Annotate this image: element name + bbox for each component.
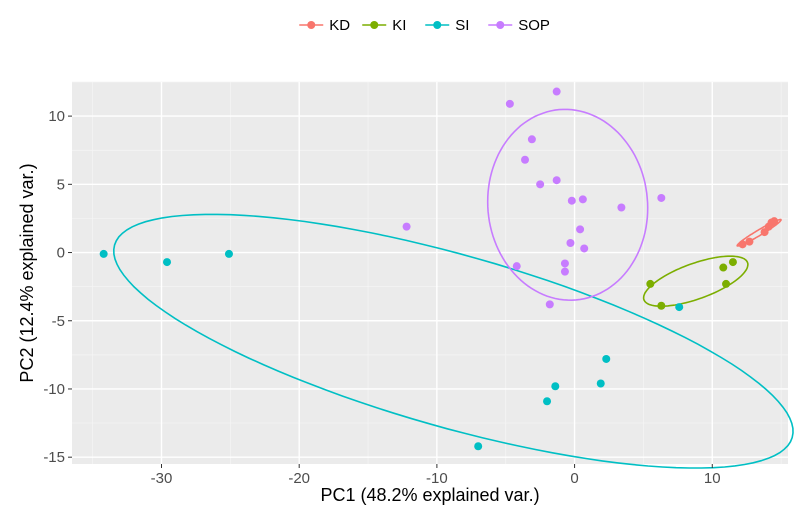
- point-sop: [617, 203, 626, 212]
- x-tick-label: 10: [704, 470, 721, 487]
- data-points: [99, 87, 779, 451]
- point-sop: [566, 238, 575, 247]
- point-sop: [578, 195, 587, 204]
- point-si: [675, 303, 684, 312]
- point-sop: [552, 87, 561, 96]
- point-sop: [527, 135, 536, 144]
- legend-label: KI: [392, 17, 406, 34]
- point-ki: [719, 263, 728, 272]
- legend: KD KI SI SOP: [299, 17, 550, 34]
- legend-key-sop: SOP: [488, 17, 550, 34]
- legend-key-si: SI: [425, 17, 469, 34]
- x-axis-title: PC1 (48.2% explained var.): [320, 485, 539, 505]
- point-sop: [545, 300, 554, 309]
- y-tick-label: -15: [43, 449, 65, 466]
- point-ki: [722, 279, 731, 288]
- legend-key-ki: KI: [362, 17, 406, 34]
- point-ki: [657, 301, 666, 310]
- point-si: [602, 354, 611, 363]
- ellipse-si: [112, 213, 794, 469]
- axis-ticks: -30 -20 -10 0 10 -15 -10 -5 0 5 10: [43, 108, 720, 487]
- point-kd: [760, 228, 769, 237]
- legend-point: [433, 21, 442, 29]
- ellipse-sop: [486, 108, 649, 302]
- point-sop: [560, 259, 569, 268]
- point-sop: [567, 196, 576, 205]
- point-si: [163, 258, 172, 267]
- x-tick-label: 0: [570, 470, 578, 487]
- point-si: [543, 397, 552, 406]
- y-tick-label: 0: [57, 245, 65, 262]
- point-sop: [576, 225, 585, 234]
- point-sop: [402, 222, 411, 231]
- point-sop: [657, 193, 666, 202]
- minor-gridlines: [72, 81, 788, 464]
- major-gridlines: [72, 82, 788, 464]
- point-sop: [560, 267, 569, 276]
- point-sop: [580, 244, 589, 253]
- legend-label: KD: [329, 17, 350, 34]
- point-sop: [536, 180, 545, 189]
- point-si: [551, 382, 560, 391]
- point-kd: [770, 217, 779, 226]
- point-ki: [728, 258, 737, 267]
- point-sop: [512, 262, 521, 271]
- x-tick-label: -20: [288, 470, 310, 487]
- point-sop: [521, 155, 530, 164]
- legend-label: SOP: [518, 17, 550, 34]
- panel-background: [72, 82, 788, 464]
- point-si: [474, 442, 483, 451]
- y-tick-label: -10: [43, 381, 65, 398]
- legend-point: [370, 21, 379, 29]
- point-si: [99, 249, 108, 258]
- point-ki: [646, 279, 655, 288]
- point-sop: [505, 99, 514, 108]
- point-kd: [738, 240, 747, 249]
- x-tick-label: -10: [426, 470, 448, 487]
- legend-key-kd: KD: [299, 17, 350, 34]
- legend-point: [496, 21, 505, 29]
- legend-point: [307, 21, 316, 29]
- y-tick-label: -5: [52, 313, 65, 330]
- x-tick-label: -30: [151, 470, 173, 487]
- point-si: [224, 249, 233, 258]
- point-kd: [745, 237, 754, 246]
- point-si: [596, 379, 605, 388]
- y-tick-label: 5: [57, 176, 65, 193]
- y-tick-label: 10: [48, 108, 65, 125]
- y-axis-title: PC2 (12.4% explained var.): [17, 163, 37, 382]
- legend-label: SI: [455, 17, 469, 34]
- point-sop: [552, 176, 561, 185]
